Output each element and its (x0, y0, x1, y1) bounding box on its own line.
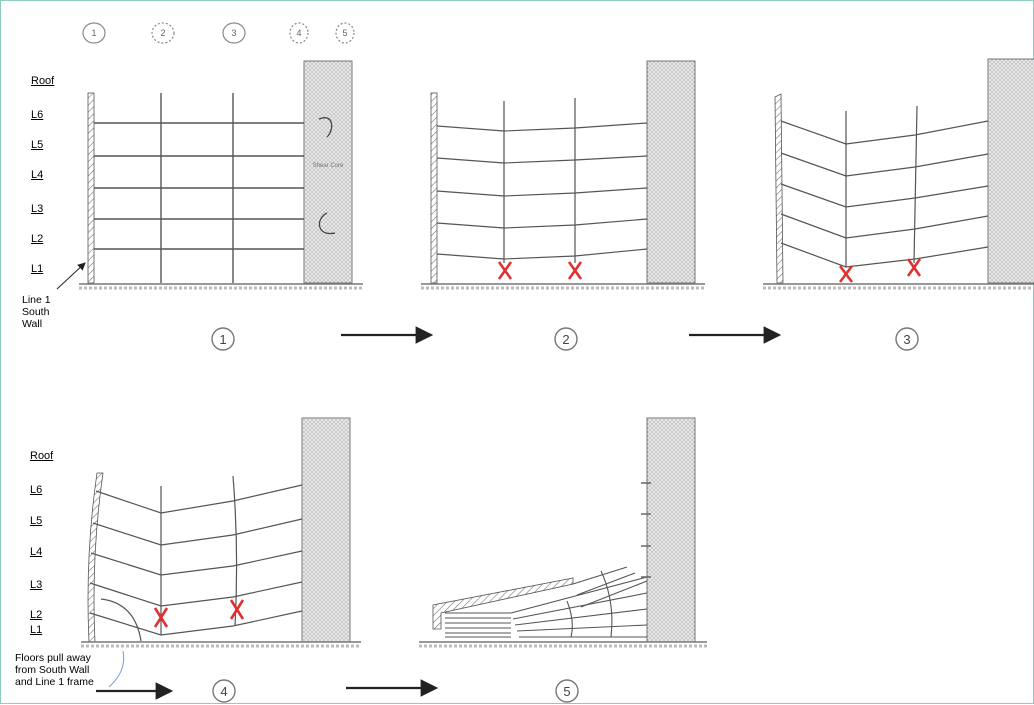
column-marker-1-label: 1 (91, 28, 96, 38)
level-label-l3-1: L3 (31, 203, 44, 215)
level-label-l6-1: L6 (31, 109, 44, 121)
line1-annotation-line1: Line 1 (22, 294, 51, 306)
failure-marks-3 (838, 258, 922, 283)
core-stubs (641, 482, 651, 578)
stage-5-circle (555, 679, 579, 703)
column-marker-4-label: 4 (296, 28, 301, 38)
line1-annotation: Line 1 South Wall (22, 294, 51, 330)
shear-core-4 (301, 417, 351, 643)
level-label-l4-1: L4 (31, 169, 44, 181)
shear-core-1 (303, 60, 353, 284)
level-label-l6-4: L6 (30, 484, 43, 496)
column-marker-2 (151, 22, 175, 44)
shear-core-label: Shear Core (313, 163, 344, 169)
level-label-roof-4: Roof (30, 450, 54, 462)
stage-4-circle (212, 679, 236, 703)
level-label-l5-1: L5 (31, 139, 44, 151)
level-label-l2-4: L2 (30, 609, 43, 621)
floors-note-line2: from South Wall (15, 664, 90, 676)
column-marker-3 (222, 22, 246, 44)
south-wall-2 (430, 92, 438, 284)
level-label-l5-4: L5 (30, 515, 43, 527)
column-marker-5 (335, 22, 355, 44)
floors-note: Floors pull away from South Wall and Lin… (15, 652, 94, 688)
column-marker-2-label: 2 (160, 28, 165, 38)
level-label-roof-1: Roof (31, 75, 55, 87)
south-wall-1 (87, 92, 95, 284)
column-marker-4 (289, 22, 309, 44)
south-wall-3 (774, 93, 784, 284)
stage-1-diagram: Shear Core (56, 60, 363, 290)
shear-core-3 (987, 58, 1034, 284)
collapsed-floors (445, 566, 648, 638)
column-marker-5-label: 5 (342, 28, 347, 38)
floors-note-leader (108, 650, 125, 688)
level-label-l3-4: L3 (30, 579, 43, 591)
stage-5-diagram (419, 417, 707, 648)
shear-core-2 (646, 60, 696, 284)
stage-4-number: 4 (220, 684, 227, 699)
south-wall-pointer (56, 262, 86, 290)
stage-2-number: 2 (562, 332, 569, 347)
floors-note-line1: Floors pull away (15, 652, 91, 664)
line1-annotation-line3: Wall (22, 318, 43, 330)
level-label-l1-1: L1 (31, 263, 44, 275)
stage-4-diagram (81, 417, 361, 688)
stage-3-number: 3 (903, 332, 910, 347)
level-label-l2-1: L2 (31, 233, 44, 245)
rotation-arrow-top-icon (318, 117, 333, 138)
failure-marks-4 (153, 599, 245, 628)
floors-note-line3: and Line 1 frame (15, 676, 94, 688)
line1-annotation-line2: South (22, 306, 50, 318)
stage-5-number: 5 (563, 684, 570, 699)
shear-core-5 (646, 417, 696, 643)
column-marker-3-label: 3 (231, 28, 236, 38)
column-marker-1 (82, 22, 106, 44)
level-label-l4-4: L4 (30, 546, 43, 558)
stage-1-number: 1 (219, 332, 226, 347)
column-markers (82, 22, 355, 44)
stage-3-diagram (763, 58, 1034, 290)
stage-3-circle (895, 327, 919, 351)
failure-marks-2 (497, 261, 583, 280)
level-label-l1-4: L1 (30, 624, 43, 636)
stage-2-diagram (421, 60, 705, 290)
sequence-arrows (96, 326, 782, 700)
rotation-arrow-bottom-icon (318, 212, 336, 235)
stage-2-circle (554, 327, 578, 351)
collapsed-south-wall (432, 577, 574, 630)
stage-1-circle (211, 327, 235, 351)
